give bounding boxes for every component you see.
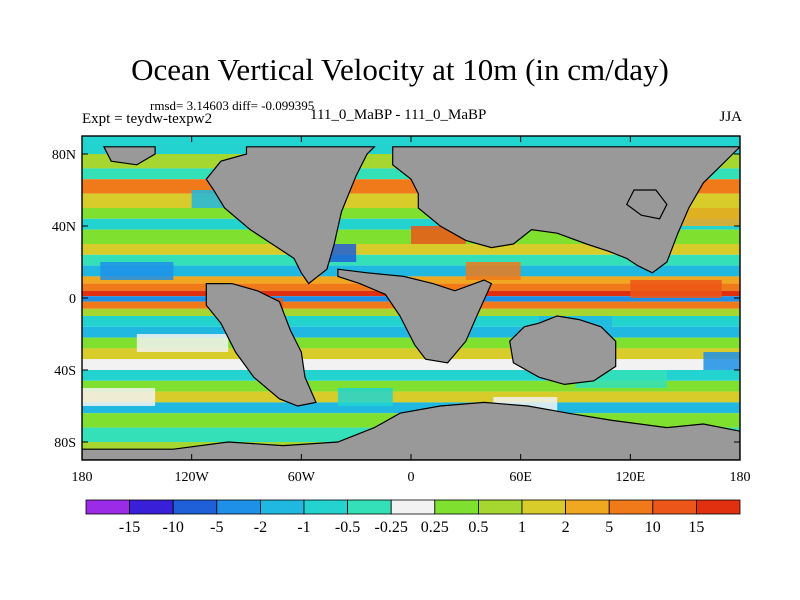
colorbar-tick-label: 0.5 bbox=[468, 519, 488, 536]
colorbar-swatch bbox=[521, 499, 566, 515]
x-tick-label: 180 bbox=[72, 470, 93, 485]
colorbar-swatch bbox=[477, 499, 523, 515]
field-band bbox=[82, 370, 740, 381]
field-patch bbox=[703, 352, 740, 370]
y-tick-label: 80N bbox=[52, 148, 76, 163]
colorbar-tick-label: -0.25 bbox=[375, 519, 408, 536]
experiment-label: Expt = teydw-texpw2 bbox=[82, 111, 213, 127]
field-band bbox=[82, 348, 740, 360]
colorbar-tick-label: -15 bbox=[119, 519, 140, 536]
field-band bbox=[82, 265, 740, 277]
land-arctic-island bbox=[102, 146, 156, 166]
colorbar-tick-label: -1 bbox=[297, 519, 310, 536]
field-band bbox=[82, 208, 740, 219]
field-band bbox=[82, 391, 740, 403]
y-tick-label: 0 bbox=[69, 292, 76, 307]
season-label: JJA bbox=[719, 109, 742, 125]
y-tick-label: 40N bbox=[52, 220, 76, 235]
field-patch bbox=[82, 388, 156, 406]
colorbar-tick-label: -0.5 bbox=[335, 519, 360, 536]
colorbar: -15 -10 -5 -2 -1 -0.5 -0.25 0.25 0.5 1 2 5 10 15 bbox=[85, 499, 741, 536]
colorbar-tick-label: 0.25 bbox=[421, 519, 449, 536]
land-east-asia bbox=[625, 189, 668, 220]
field-band bbox=[82, 254, 740, 266]
colorbar-swatch bbox=[565, 499, 610, 515]
field-patch bbox=[465, 262, 521, 280]
land-africa bbox=[337, 268, 493, 364]
colorbar-tick-label: 1 bbox=[518, 519, 526, 536]
colorbar-swatch bbox=[347, 499, 392, 515]
land-eurasia bbox=[392, 146, 740, 274]
colorbar-swatch bbox=[259, 499, 305, 515]
x-tick-label: 60W bbox=[288, 470, 316, 485]
x-tick-label: 120W bbox=[175, 470, 210, 485]
field-patch bbox=[630, 280, 722, 298]
y-tick-label: 80S bbox=[54, 436, 76, 451]
x-tick-label: 120E bbox=[616, 470, 646, 485]
field-band bbox=[82, 359, 740, 370]
stats-text: rmsd= 3.14603 diff= -0.099395 bbox=[150, 98, 315, 113]
land-australia bbox=[509, 315, 617, 386]
field-band bbox=[82, 244, 740, 255]
x-tick-label: 180 bbox=[730, 470, 751, 485]
colorbar-tick-label: 15 bbox=[688, 519, 704, 536]
colorbar-swatch bbox=[652, 499, 697, 515]
colorbar-tick-label: -10 bbox=[163, 519, 184, 536]
colorbar-swatch bbox=[303, 499, 348, 515]
field-patch bbox=[100, 262, 174, 280]
land-south-america bbox=[205, 283, 317, 407]
colorbar-swatch bbox=[696, 499, 741, 515]
colorbar-swatch bbox=[434, 499, 479, 515]
colorbar-swatch bbox=[608, 499, 654, 515]
colorbar-swatch bbox=[390, 499, 436, 515]
land-mask bbox=[82, 146, 740, 460]
chart-title: Ocean Vertical Velocity at 10m (in cm/da… bbox=[131, 52, 669, 87]
map-axes: 180 120W 60W 0 60E 120E 180 80N 40N 0 40S 80S bbox=[52, 136, 751, 485]
field-band bbox=[82, 218, 740, 230]
field-band bbox=[82, 380, 740, 392]
colorbar-swatch bbox=[172, 499, 218, 515]
field-band bbox=[82, 402, 740, 414]
y-tick-label: 40S bbox=[54, 364, 76, 379]
period-label: 111_0_MaBP - 111_0_MaBP bbox=[310, 107, 487, 123]
colorbar-tick-label: 10 bbox=[645, 519, 661, 536]
colorbar-tick-label: -2 bbox=[254, 519, 267, 536]
colorbar-swatch bbox=[129, 499, 174, 515]
field-patch bbox=[136, 334, 229, 352]
x-tick-label: 60E bbox=[509, 470, 532, 485]
colorbar-tick-label: 2 bbox=[562, 519, 570, 536]
colorbar-swatch bbox=[85, 499, 130, 515]
colorbar-tick-label: 5 bbox=[605, 519, 613, 536]
land-antarctica bbox=[82, 401, 740, 460]
land-north-america bbox=[205, 146, 376, 285]
colorbar-tick-label: -5 bbox=[210, 519, 223, 536]
field-patch bbox=[337, 388, 393, 406]
x-tick-label: 0 bbox=[408, 470, 415, 485]
field-band bbox=[82, 337, 740, 349]
colorbar-swatch bbox=[216, 499, 261, 515]
